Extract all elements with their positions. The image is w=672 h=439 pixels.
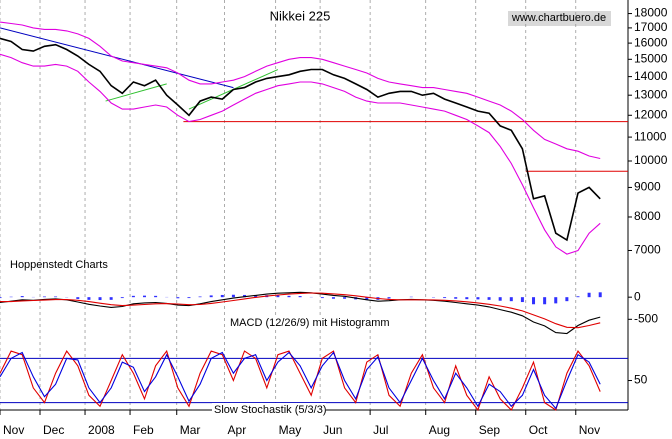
histogram-bar — [320, 297, 324, 299]
histogram-bar — [465, 297, 469, 300]
series-line — [0, 349, 601, 412]
y-tick-label: 11000 — [634, 129, 667, 143]
histogram-bar — [54, 296, 58, 298]
trend-line — [0, 27, 234, 89]
panel-title: Slow Stochastik (5/3/3) — [214, 404, 327, 416]
x-tick-label: Feb — [133, 423, 154, 437]
histogram-bar — [287, 295, 291, 298]
source-box — [508, 11, 611, 26]
histogram-bar — [243, 294, 247, 298]
histogram-bar — [120, 297, 124, 299]
trend-line — [105, 83, 167, 102]
histogram-bar — [576, 296, 580, 298]
histogram-bar — [142, 295, 146, 298]
histogram-bar — [387, 297, 391, 299]
y-tick-label: 16000 — [634, 35, 668, 49]
histogram-bar — [565, 297, 569, 302]
label-bg — [228, 316, 386, 330]
y-tick-label: 8000 — [634, 209, 661, 223]
histogram-bar — [131, 295, 135, 298]
histogram-bar — [443, 297, 447, 299]
x-tick-label: Oct — [529, 423, 548, 437]
x-tick-label: Jun — [323, 423, 342, 437]
x-tick-label: Nov — [3, 423, 24, 437]
y-tick-label: 18000 — [634, 6, 668, 20]
series-line — [0, 292, 601, 329]
panel-title: MACD (12/26/9) mit Histogramm — [230, 317, 390, 329]
histogram-bar — [476, 297, 480, 300]
histogram-bar — [209, 295, 213, 298]
histogram-bar — [520, 297, 524, 303]
x-tick-label: 2008 — [88, 423, 115, 437]
x-tick-label: Sep — [479, 423, 501, 437]
histogram-bar — [298, 296, 302, 298]
series-line — [0, 37, 601, 242]
histogram-bar — [454, 297, 458, 299]
histogram-bar — [109, 297, 113, 300]
histogram-bar — [231, 294, 235, 298]
histogram-bar — [42, 296, 46, 298]
histogram-bar — [343, 297, 347, 299]
y-tick-label: 0 — [634, 289, 641, 303]
y-tick-label: 15000 — [634, 51, 668, 65]
histogram-bar — [509, 297, 513, 302]
histogram-bar — [276, 295, 280, 298]
y-tick-label: 7000 — [634, 243, 661, 257]
x-tick-label: Dec — [43, 423, 64, 437]
histogram-bar — [220, 294, 224, 298]
histogram-bar — [154, 295, 158, 298]
source: www.chartbuero.de — [511, 12, 606, 24]
x-tick-label: Nov — [579, 423, 600, 437]
x-tick-label: Apr — [228, 423, 247, 437]
y-tick-label: 17000 — [634, 20, 668, 34]
x-tick-label: May — [279, 423, 302, 437]
y-tick-label: 12000 — [634, 107, 668, 121]
series-line — [0, 351, 601, 410]
histogram-bar — [198, 296, 202, 298]
y-tick-label: 50 — [634, 373, 648, 387]
y-tick-label: 9000 — [634, 180, 661, 194]
histogram-bar — [487, 297, 491, 300]
annotation: Hoppenstedt Charts — [10, 259, 108, 271]
y-tick-label: -500 — [634, 311, 658, 325]
histogram-bar — [176, 297, 180, 299]
histogram-bar — [532, 297, 536, 305]
histogram-bar — [598, 292, 602, 298]
histogram-bar — [87, 297, 91, 300]
histogram-bar — [498, 297, 502, 301]
x-tick-label: Jul — [373, 423, 388, 437]
histogram-bar — [554, 297, 558, 304]
series-line — [0, 53, 601, 255]
histogram-bar — [76, 297, 80, 299]
chart-title: Nikkei 225 — [270, 8, 331, 23]
histogram-bar — [20, 296, 24, 298]
histogram-bar — [587, 292, 591, 298]
y-tick-label: 13000 — [634, 87, 668, 101]
y-tick-label: 10000 — [634, 153, 668, 167]
histogram-bar — [0, 297, 2, 299]
histogram-bar — [331, 297, 335, 299]
series-line — [0, 291, 601, 335]
histogram-bar — [187, 297, 191, 299]
series-line — [0, 21, 601, 160]
x-tick-label: Aug — [429, 423, 450, 437]
x-tick-label: Mar — [180, 423, 201, 437]
histogram-bar — [254, 295, 258, 298]
histogram-bar — [543, 297, 547, 305]
label-bg — [212, 403, 326, 417]
y-tick-label: 14000 — [634, 69, 668, 83]
histogram-bar — [365, 297, 369, 300]
histogram-bar — [98, 297, 102, 301]
